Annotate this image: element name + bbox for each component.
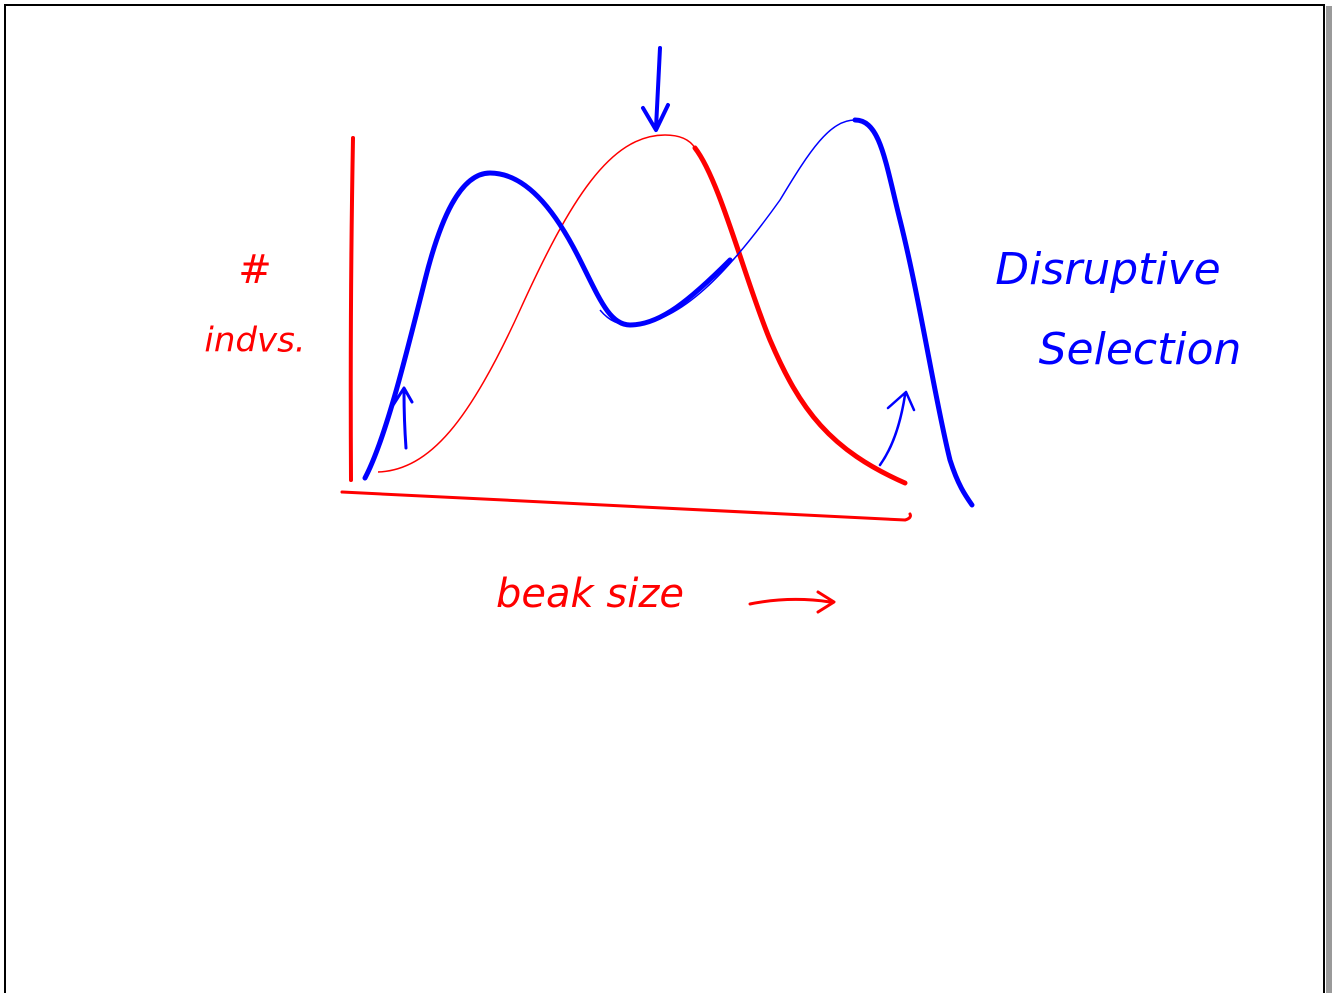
y-axis [348, 136, 355, 482]
red-curve-right [692, 145, 908, 486]
title-line-1: Disruptive [995, 244, 1221, 295]
title-line-2: Selection [1039, 324, 1242, 375]
frame-shadow [1326, 6, 1332, 993]
blue-curve-right [852, 117, 975, 508]
arrow-up-right [878, 390, 916, 467]
arrow-up-left [388, 386, 414, 450]
x-axis-label: beak size [496, 571, 684, 617]
x-axis [340, 490, 912, 522]
x-axis-arrow [748, 590, 836, 614]
y-axis-symbol: # [238, 247, 272, 293]
frame [4, 4, 1325, 993]
arrow-down [641, 46, 670, 132]
red-curve-left [377, 134, 696, 473]
y-axis-label: indvs. [204, 321, 305, 361]
blue-curve-middle [599, 119, 856, 326]
